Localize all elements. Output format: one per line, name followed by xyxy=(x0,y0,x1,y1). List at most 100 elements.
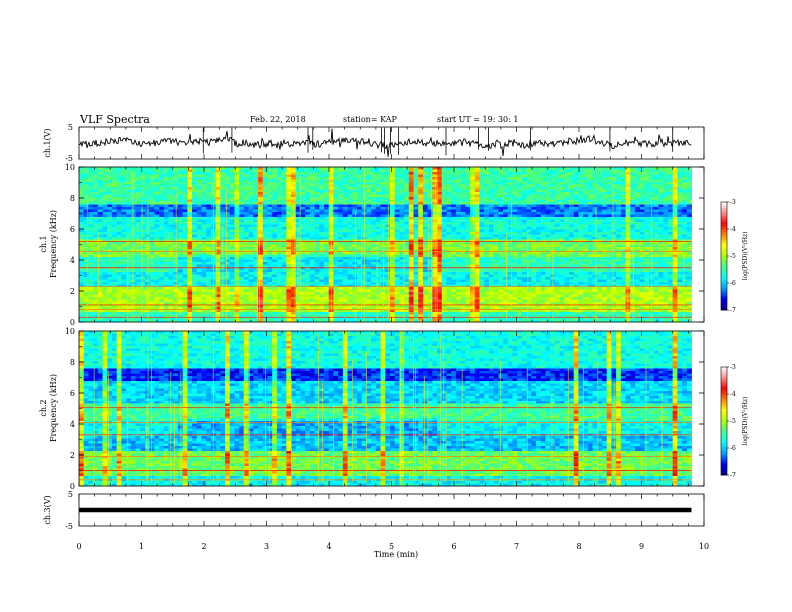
heatmap-cell xyxy=(531,190,536,193)
heatmap-cell xyxy=(381,170,386,173)
heatmap-cell xyxy=(512,235,517,238)
heatmap-cell xyxy=(272,220,277,223)
heatmap-cell xyxy=(239,177,244,180)
heatmap-cell xyxy=(381,245,386,248)
heatmap-cell xyxy=(357,175,362,178)
heatmap-cell xyxy=(305,260,310,263)
heatmap-cell xyxy=(93,197,98,200)
heatmap-cell xyxy=(88,190,93,193)
heatmap-cell xyxy=(300,237,305,240)
heatmap-cell xyxy=(395,250,400,253)
heatmap-cell xyxy=(564,172,569,175)
heatmap-cell xyxy=(357,217,362,220)
heatmap-cell xyxy=(286,235,291,238)
heatmap-cell xyxy=(310,242,315,245)
heatmap-cell xyxy=(574,250,579,253)
heatmap-cell xyxy=(338,170,343,173)
heatmap-cell xyxy=(470,207,475,210)
heatmap-cell xyxy=(282,202,287,205)
heatmap-cell xyxy=(508,177,513,180)
heatmap-cell xyxy=(456,235,461,238)
heatmap-cell xyxy=(607,220,612,223)
heatmap-cell xyxy=(192,252,197,255)
heatmap-cell xyxy=(409,230,414,233)
heatmap-cell xyxy=(187,215,192,218)
heatmap-cell xyxy=(291,180,296,183)
heatmap-cell xyxy=(338,172,343,175)
heatmap-cell xyxy=(178,227,183,230)
heatmap-cell xyxy=(414,177,419,180)
heatmap-cell xyxy=(286,250,291,253)
heatmap-cell xyxy=(121,230,126,233)
heatmap-cell xyxy=(178,237,183,240)
heatmap-cell xyxy=(517,230,522,233)
heatmap-cell xyxy=(117,242,122,245)
heatmap-cell xyxy=(644,175,649,178)
heatmap-cell xyxy=(512,245,517,248)
heatmap-cell xyxy=(654,242,659,245)
heatmap-cell xyxy=(324,260,329,263)
heatmap-cell xyxy=(409,227,414,230)
heatmap-cell xyxy=(588,175,593,178)
heatmap-cell xyxy=(541,257,546,260)
heatmap-cell xyxy=(442,220,447,223)
heatmap-cell xyxy=(343,227,348,230)
heatmap-cell xyxy=(531,175,536,178)
heatmap-cell xyxy=(352,260,357,263)
heatmap-cell xyxy=(626,180,631,183)
heatmap-cell xyxy=(206,237,211,240)
heatmap-cell xyxy=(234,237,239,240)
heatmap-cell xyxy=(550,227,555,230)
heatmap-cell xyxy=(593,190,598,193)
heatmap-cell xyxy=(423,252,428,255)
heatmap-cell xyxy=(682,170,687,173)
heatmap-cell xyxy=(517,215,522,218)
heatmap-cell xyxy=(244,170,249,173)
heatmap-cell xyxy=(668,255,673,258)
heatmap-cell xyxy=(230,217,235,220)
heatmap-cell xyxy=(456,245,461,248)
heatmap-cell xyxy=(470,170,475,173)
heatmap-cell xyxy=(470,242,475,245)
heatmap-cell xyxy=(423,207,428,210)
heatmap-cell xyxy=(381,172,386,175)
heatmap-cell xyxy=(682,250,687,253)
heatmap-cell xyxy=(103,187,108,190)
heatmap-cell xyxy=(192,167,197,170)
heatmap-cell xyxy=(376,242,381,245)
heatmap-cell xyxy=(682,242,687,245)
heatmap-cell xyxy=(239,247,244,250)
heatmap-cell xyxy=(503,255,508,258)
heatmap-cell xyxy=(267,237,272,240)
heatmap-cell xyxy=(371,180,376,183)
heatmap-cell xyxy=(277,230,282,233)
heatmap-cell xyxy=(145,260,150,263)
heatmap-cell xyxy=(187,250,192,253)
heatmap-cell xyxy=(183,250,188,253)
heatmap-cell xyxy=(234,177,239,180)
heatmap-cell xyxy=(107,257,112,260)
heatmap-cell xyxy=(512,207,517,210)
heatmap-cell xyxy=(112,212,117,215)
heatmap-cell xyxy=(583,232,588,235)
heatmap-cell xyxy=(93,260,98,263)
heatmap-cell xyxy=(498,172,503,175)
heatmap-cell xyxy=(220,200,225,203)
heatmap-cell xyxy=(277,227,282,230)
heatmap-cell xyxy=(432,230,437,233)
heatmap-cell xyxy=(616,227,621,230)
heatmap-cell xyxy=(315,177,320,180)
heatmap-cell xyxy=(456,190,461,193)
heatmap-cell xyxy=(512,227,517,230)
heatmap-cell xyxy=(522,195,527,198)
heatmap-cell xyxy=(140,187,145,190)
heatmap-cell xyxy=(451,182,456,185)
heatmap-cell xyxy=(503,172,508,175)
heatmap-cell xyxy=(381,200,386,203)
heatmap-cell xyxy=(371,170,376,173)
heatmap-cell xyxy=(583,187,588,190)
heatmap-cell xyxy=(150,207,155,210)
heatmap-cell xyxy=(131,182,136,185)
heatmap-cell xyxy=(465,172,470,175)
heatmap-cell xyxy=(687,222,692,225)
